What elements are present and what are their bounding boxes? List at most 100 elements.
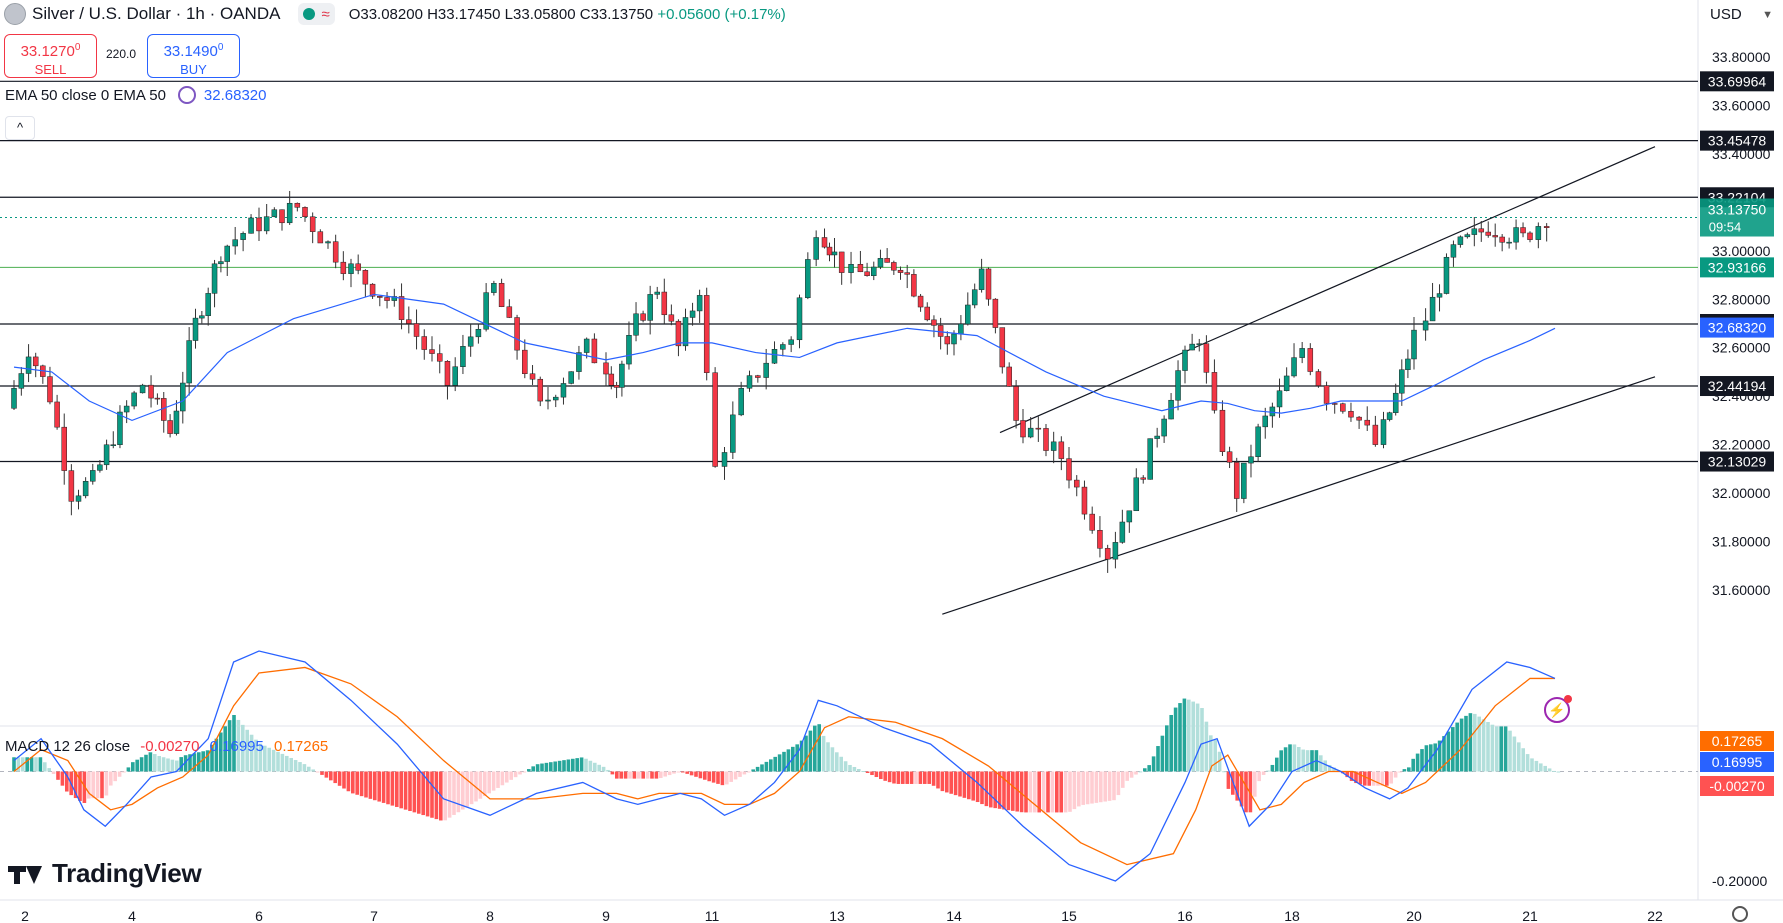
macd-histogram-bar xyxy=(703,771,707,780)
ema-line xyxy=(13,293,1556,422)
macd-value-label-bg xyxy=(1700,752,1774,772)
macd-histogram-bar xyxy=(1275,757,1279,772)
buy-button[interactable]: 33.14900 BUY xyxy=(147,34,240,78)
candle xyxy=(317,231,324,244)
macd-histogram-bar xyxy=(1173,707,1178,772)
macd-histogram-bar xyxy=(865,771,870,774)
tradingview-logo[interactable]: TradingView xyxy=(8,858,202,889)
candle xyxy=(848,264,854,273)
macd-histogram-bar xyxy=(131,762,135,772)
time-tick-label: 9 xyxy=(602,908,610,923)
macd-histogram-bar xyxy=(1477,716,1481,772)
macd-histogram-bar xyxy=(342,771,346,789)
macd-histogram-bar xyxy=(1376,771,1380,786)
candle xyxy=(294,202,301,208)
macd-legend[interactable]: MACD 12 26 close -0.00270 0.16995 0.1726… xyxy=(5,738,328,755)
macd-histogram-bar xyxy=(223,726,227,772)
macd-histogram-bar xyxy=(799,740,804,772)
macd-histogram-bar xyxy=(1090,771,1094,804)
macd-histogram-bar xyxy=(984,771,989,807)
candle xyxy=(522,349,528,374)
macd-histogram-bar xyxy=(975,771,980,803)
candle xyxy=(1392,392,1399,413)
candle xyxy=(1168,399,1174,420)
level-label: 33.45478 xyxy=(1708,133,1767,149)
candle xyxy=(529,373,536,380)
flash-icon[interactable]: ⚡ xyxy=(1544,695,1572,723)
macd-histogram-bar xyxy=(861,770,865,772)
macd-histogram-bar xyxy=(553,761,557,772)
macd-histogram-bar xyxy=(940,771,945,792)
candle xyxy=(1058,441,1065,459)
candle xyxy=(1506,241,1512,244)
macd-histogram-bar xyxy=(377,771,381,802)
market-status-badge[interactable]: ≈ xyxy=(298,3,335,25)
candle xyxy=(68,470,75,502)
macd-histogram-bar xyxy=(698,771,703,779)
candle xyxy=(1089,513,1095,531)
macd-histogram-bar xyxy=(958,771,962,797)
macd-histogram-bar xyxy=(716,771,720,784)
macd-histogram-bar xyxy=(1081,771,1085,805)
candle xyxy=(1175,370,1181,401)
macd-histogram-bar xyxy=(117,771,122,777)
macd-histogram-bar xyxy=(1389,771,1393,784)
macd-histogram-bar xyxy=(769,759,773,772)
macd-histogram-bar xyxy=(1393,771,1398,778)
macd-histogram-bar xyxy=(1050,771,1055,813)
symbol-title[interactable]: Silver / U.S. Dollar · 1h · OANDA xyxy=(32,4,281,23)
ema-legend[interactable]: EMA 50 close 0 EMA 50 32.68320 xyxy=(5,86,267,104)
macd-histogram-bar xyxy=(742,771,747,775)
candle xyxy=(475,328,482,338)
candle xyxy=(263,216,270,232)
level-label-bg xyxy=(1700,130,1774,151)
candle xyxy=(421,336,428,350)
candle xyxy=(1331,403,1338,405)
macd-histogram-bar xyxy=(857,768,861,772)
macd-histogram-bar xyxy=(1182,698,1187,772)
candle xyxy=(205,293,211,316)
macd-histogram-bar xyxy=(1446,731,1451,772)
macd-histogram-bar xyxy=(1195,703,1200,772)
time-tick-label: 20 xyxy=(1406,908,1422,923)
sell-button[interactable]: 33.12700 SELL xyxy=(4,34,97,78)
wave-icon: ≈ xyxy=(321,5,330,23)
macd-histogram-bar xyxy=(38,757,43,772)
countdown-label: 09:54 xyxy=(1709,220,1742,235)
macd-histogram-bar xyxy=(509,771,513,780)
price-tick-label: 32.60000 xyxy=(1712,340,1771,356)
macd-histogram-bar xyxy=(597,764,601,772)
macd-histogram-bar xyxy=(883,771,887,781)
candle xyxy=(1315,371,1322,386)
price-tick-label: 33.00000 xyxy=(1712,243,1771,259)
candle xyxy=(1535,226,1542,240)
macd-tick-label: -0.20000 xyxy=(1712,873,1767,889)
macd-histogram-bar xyxy=(1099,771,1103,803)
candle xyxy=(591,338,598,364)
macd-histogram-bar xyxy=(782,751,786,772)
macd-histogram-bar xyxy=(1261,771,1266,775)
candle xyxy=(1348,411,1354,418)
candle xyxy=(763,362,769,378)
macd-histogram-bar xyxy=(456,771,461,813)
candle xyxy=(491,283,497,293)
currency-selector[interactable]: USD ▼ xyxy=(1700,1,1783,29)
macd-histogram-bar xyxy=(1204,721,1209,772)
settings-icon[interactable] xyxy=(1732,906,1748,922)
ohlc-high: H33.17450 xyxy=(427,5,501,23)
candle xyxy=(619,363,625,388)
macd-histogram-bar xyxy=(337,771,342,786)
candle xyxy=(1478,228,1485,233)
macd-histogram-bar xyxy=(1041,771,1046,813)
time-tick-label: 7 xyxy=(370,908,378,923)
ohlc-values: O33.08200 H33.17450 L33.05800 C33.13750 … xyxy=(349,6,786,23)
buy-label: BUY xyxy=(180,62,207,77)
macd-histogram-bar xyxy=(100,771,104,799)
macd-histogram-bar xyxy=(870,771,874,776)
macd-histogram-bar xyxy=(606,769,610,772)
macd-histogram-bar xyxy=(623,771,628,779)
macd-histogram-bar xyxy=(1512,736,1517,772)
collapse-legend-button[interactable]: ^ xyxy=(5,116,35,140)
sync-icon[interactable] xyxy=(177,86,196,104)
